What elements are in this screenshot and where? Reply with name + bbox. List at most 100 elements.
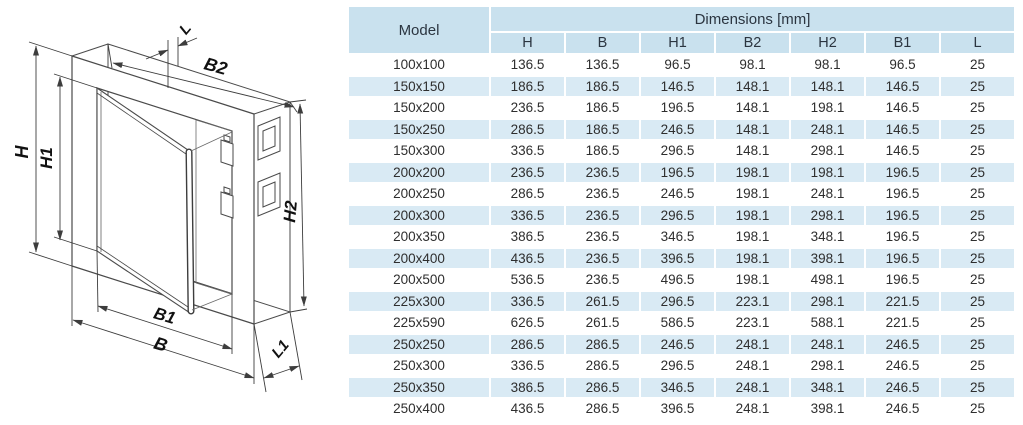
model-column-header: Model <box>349 7 489 53</box>
value-cell: 186.5 <box>566 76 639 96</box>
value-cell: 25 <box>941 205 1014 225</box>
value-cell: 348.1 <box>791 227 864 247</box>
door-bottom-thickness <box>96 245 189 308</box>
table-row: 200x350 386.5 236.5 346.5 198.1 348.1 196.5 25 <box>349 227 1014 247</box>
model-cell: 150x200 <box>349 98 489 118</box>
value-cell: 186.5 <box>566 119 639 139</box>
table-row: 250x350 386.5 286.5 346.5 248.1 348.1 246.5 25 <box>349 377 1014 397</box>
value-cell: 96.5 <box>866 55 939 75</box>
value-cell: 246.5 <box>866 399 939 419</box>
column-header-h2: H2 <box>791 33 864 53</box>
table-row: 150x150 186.5 186.5 146.5 148.1 148.1 146.5 25 <box>349 76 1014 96</box>
table-row: 250x250 286.5 286.5 246.5 248.1 248.1 246.5 25 <box>349 334 1014 354</box>
label-B: B <box>152 333 170 356</box>
value-cell: 236.5 <box>566 162 639 182</box>
table-row: 250x300 336.5 286.5 296.5 248.1 298.1 246.5 25 <box>349 356 1014 376</box>
value-cell: 146.5 <box>641 76 714 96</box>
value-cell: 248.1 <box>716 356 789 376</box>
model-cell: 250x250 <box>349 334 489 354</box>
door-free-edge-face <box>186 149 194 314</box>
value-cell: 196.5 <box>866 162 939 182</box>
dimension-L-line <box>177 37 198 47</box>
value-cell: 236.5 <box>491 162 564 182</box>
value-cell: 198.1 <box>716 227 789 247</box>
value-cell: 248.1 <box>716 334 789 354</box>
value-cell: 25 <box>941 356 1014 376</box>
value-cell: 296.5 <box>641 141 714 161</box>
model-cell: 200x300 <box>349 205 489 225</box>
value-cell: 196.5 <box>866 248 939 268</box>
model-cell: 150x150 <box>349 76 489 96</box>
value-cell: 148.1 <box>716 98 789 118</box>
column-header-b1: B1 <box>866 33 939 53</box>
latch-clips <box>220 134 234 219</box>
value-cell: 248.1 <box>791 184 864 204</box>
value-cell: 261.5 <box>566 291 639 311</box>
value-cell: 346.5 <box>641 377 714 397</box>
opening-reveal <box>195 119 233 295</box>
value-cell: 196.5 <box>866 205 939 225</box>
value-cell: 25 <box>941 76 1014 96</box>
value-cell: 496.5 <box>641 270 714 290</box>
value-cell: 146.5 <box>866 76 939 96</box>
value-cell: 298.1 <box>791 291 864 311</box>
table-row: 250x400 436.5 286.5 396.5 248.1 398.1 246.5 25 <box>349 399 1014 419</box>
value-cell: 536.5 <box>491 270 564 290</box>
value-cell: 296.5 <box>641 356 714 376</box>
value-cell: 248.1 <box>791 119 864 139</box>
label-L1: L1 <box>268 337 292 361</box>
column-header-l: L <box>941 33 1014 53</box>
value-cell: 246.5 <box>866 334 939 354</box>
table-row: 225x590 626.5 261.5 586.5 223.1 588.1 221.5 25 <box>349 313 1014 333</box>
value-cell: 248.1 <box>791 334 864 354</box>
value-cell: 336.5 <box>491 205 564 225</box>
value-cell: 246.5 <box>641 334 714 354</box>
column-header-h: H <box>491 33 564 53</box>
table-row: 225x300 336.5 261.5 296.5 223.1 298.1 221.5 25 <box>349 291 1014 311</box>
value-cell: 148.1 <box>716 141 789 161</box>
model-cell: 200x200 <box>349 162 489 182</box>
value-cell: 25 <box>941 270 1014 290</box>
value-cell: 248.1 <box>716 377 789 397</box>
label-H1: H1 <box>37 147 56 169</box>
latch-icon <box>220 191 234 219</box>
value-cell: 396.5 <box>641 248 714 268</box>
dimensions-header: Dimensions [mm] <box>491 7 1014 31</box>
value-cell: 25 <box>941 399 1014 419</box>
value-cell: 398.1 <box>791 248 864 268</box>
value-cell: 25 <box>941 141 1014 161</box>
table-row: 150x250 286.5 186.5 246.5 148.1 248.1 146.5 25 <box>349 119 1014 139</box>
value-cell: 25 <box>941 98 1014 118</box>
value-cell: 148.1 <box>791 76 864 96</box>
value-cell: 186.5 <box>566 98 639 118</box>
value-cell: 336.5 <box>491 291 564 311</box>
dimension-H2-line <box>297 103 307 307</box>
table-row: 150x200 236.5 186.5 196.5 148.1 198.1 146.5 25 <box>349 98 1014 118</box>
value-cell: 586.5 <box>641 313 714 333</box>
value-cell: 198.1 <box>791 98 864 118</box>
value-cell: 25 <box>941 248 1014 268</box>
dimension-B-line <box>72 319 255 379</box>
value-cell: 286.5 <box>491 334 564 354</box>
model-cell: 225x300 <box>349 291 489 311</box>
model-cell: 200x500 <box>349 270 489 290</box>
value-cell: 386.5 <box>491 377 564 397</box>
label-H: H <box>12 145 32 159</box>
value-cell: 286.5 <box>491 184 564 204</box>
value-cell: 346.5 <box>641 227 714 247</box>
value-cell: 286.5 <box>566 356 639 376</box>
table-row: 200x300 336.5 236.5 296.5 198.1 298.1 196.5 25 <box>349 205 1014 225</box>
model-cell: 250x350 <box>349 377 489 397</box>
value-cell: 198.1 <box>716 270 789 290</box>
value-cell: 246.5 <box>866 377 939 397</box>
door-top-thickness <box>96 92 187 155</box>
value-cell: 25 <box>941 119 1014 139</box>
value-cell: 436.5 <box>491 248 564 268</box>
value-cell: 98.1 <box>716 55 789 75</box>
value-cell: 196.5 <box>641 98 714 118</box>
value-cell: 198.1 <box>716 205 789 225</box>
table-row: 200x250 286.5 236.5 246.5 198.1 248.1 196.5 25 <box>349 184 1014 204</box>
column-header-b: B <box>566 33 639 53</box>
table-body: 100x100 136.5 136.5 96.5 98.1 98.1 96.5 25 150x1… <box>349 55 1014 419</box>
